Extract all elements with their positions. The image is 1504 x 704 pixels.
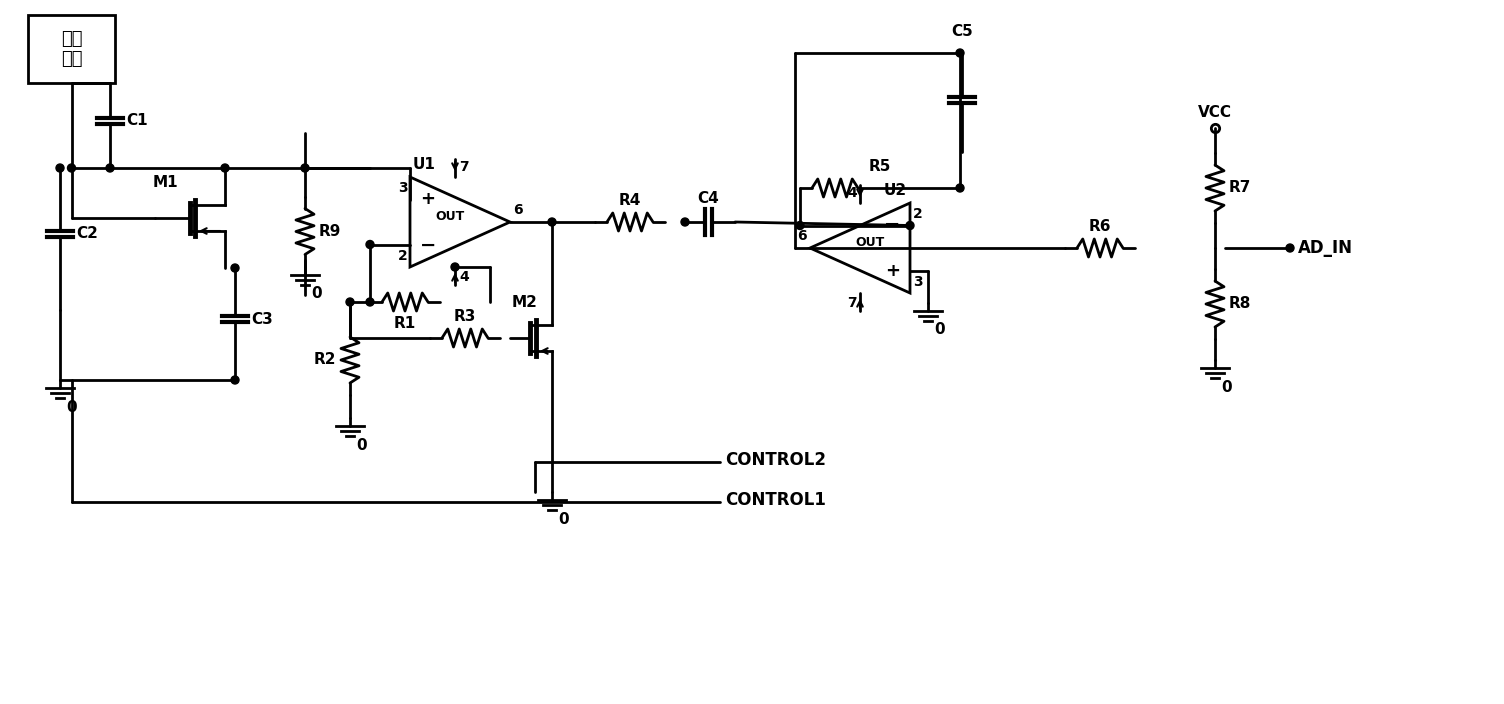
Circle shape (681, 218, 689, 226)
Text: 采集
模块: 采集 模块 (60, 30, 83, 68)
Text: R6: R6 (1089, 219, 1111, 234)
Circle shape (365, 298, 374, 306)
Text: R3: R3 (454, 309, 477, 324)
Text: −: − (884, 215, 899, 234)
Text: C3: C3 (251, 311, 272, 327)
Circle shape (957, 49, 964, 57)
Text: R9: R9 (319, 224, 341, 239)
Text: 2: 2 (913, 206, 923, 220)
Text: R7: R7 (1229, 180, 1251, 196)
Circle shape (957, 184, 964, 192)
Text: C5: C5 (951, 24, 973, 39)
Text: 0: 0 (311, 287, 322, 301)
Circle shape (346, 298, 353, 306)
Circle shape (105, 164, 114, 172)
Text: 0: 0 (1221, 380, 1232, 395)
Text: 0: 0 (934, 322, 945, 337)
Circle shape (232, 376, 239, 384)
Text: R4: R4 (618, 193, 641, 208)
Text: 3: 3 (913, 275, 922, 289)
Text: 7: 7 (847, 296, 857, 310)
Text: 7: 7 (459, 160, 469, 174)
Circle shape (68, 164, 75, 172)
Text: U1: U1 (414, 157, 436, 172)
Text: 0: 0 (66, 400, 77, 415)
Circle shape (547, 218, 556, 226)
Bar (29, 15, 114, 83)
Text: 4: 4 (459, 270, 469, 284)
Text: 2: 2 (399, 249, 408, 263)
Text: −: − (420, 236, 436, 255)
Text: C1: C1 (126, 113, 147, 128)
Circle shape (232, 264, 239, 272)
Text: 3: 3 (399, 180, 408, 194)
Text: R8: R8 (1229, 296, 1251, 311)
Circle shape (56, 164, 65, 172)
Text: C4: C4 (698, 191, 719, 206)
Text: VCC: VCC (1199, 105, 1232, 120)
Circle shape (796, 222, 805, 230)
Text: C2: C2 (77, 227, 98, 241)
Circle shape (365, 241, 374, 249)
Text: R5: R5 (869, 159, 892, 174)
Circle shape (301, 164, 308, 172)
Circle shape (905, 222, 914, 230)
Text: CONTROL2: CONTROL2 (725, 451, 826, 469)
Text: 6: 6 (797, 229, 808, 243)
Text: +: + (884, 263, 899, 280)
Text: AD_IN: AD_IN (1298, 239, 1354, 257)
Text: OUT: OUT (435, 210, 465, 223)
Text: 0: 0 (356, 438, 367, 453)
Text: +: + (420, 189, 435, 208)
Text: R2: R2 (313, 353, 335, 367)
Text: 0: 0 (558, 512, 569, 527)
Text: 6: 6 (513, 203, 522, 217)
Text: OUT: OUT (856, 237, 884, 249)
Text: R1: R1 (394, 316, 417, 331)
Text: 4: 4 (847, 186, 857, 200)
Text: M1: M1 (152, 175, 177, 190)
Text: CONTROL1: CONTROL1 (725, 491, 826, 509)
Circle shape (221, 164, 229, 172)
Circle shape (1286, 244, 1293, 252)
Text: U2: U2 (884, 183, 907, 198)
Circle shape (451, 263, 459, 271)
Text: M2: M2 (511, 295, 538, 310)
